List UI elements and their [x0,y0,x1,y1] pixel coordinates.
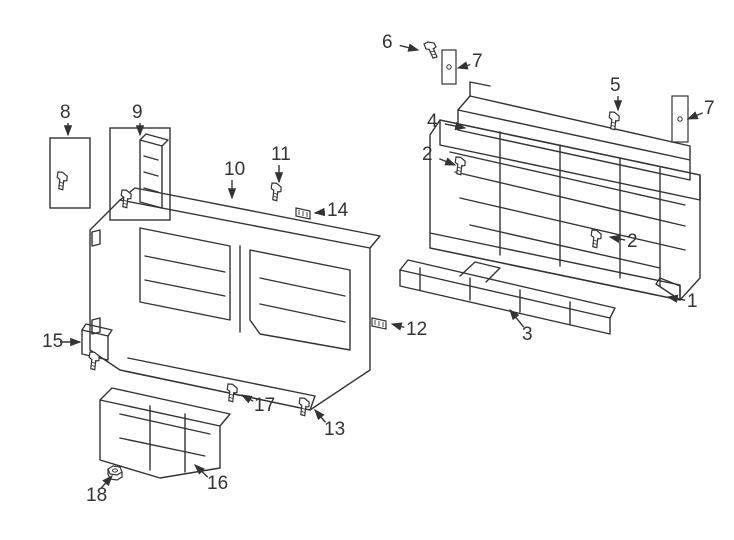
callout-label: 2 [627,232,638,251]
parts-layer [0,0,734,540]
bolt [424,42,437,58]
bolt [51,170,70,190]
callout-label: 3 [522,325,533,344]
bolt [265,181,284,201]
part-grille-panel [90,188,380,410]
callout-label: 5 [610,76,621,95]
callout-arrow [195,465,208,477]
callout-label: 8 [60,103,71,122]
callout-arrow [510,310,524,327]
hardware-layer [0,0,734,540]
clip [372,318,386,329]
callout-number: 12 [406,320,427,339]
callout-number: 1 [687,292,698,311]
callout-number: 7 [472,52,483,71]
callout-arrow [400,45,418,50]
callout-number: 15 [42,332,63,351]
callout-number: 6 [382,33,393,52]
callout-number: 3 [522,325,533,344]
callout-label: 6 [382,33,393,52]
callout-arrow [668,297,685,300]
callout-arrow [439,159,455,165]
callout-label: 9 [132,103,143,122]
callout-arrows [0,0,734,540]
bolt [115,188,134,208]
bolt [449,155,468,175]
callout-label: 15 [42,332,63,351]
callout-arrow [242,395,253,401]
bolt [293,396,312,416]
callout-label: 4 [427,112,438,131]
callout-number: 2 [422,145,433,164]
callout-label: 2 [422,145,433,164]
spacer-block [672,96,688,142]
part-upper-panel [430,120,700,300]
callout-arrow [315,410,326,422]
callout-label: 17 [254,396,275,415]
callout-arrow [688,113,703,119]
callout-label: 13 [324,420,345,439]
callout-arrow [610,237,625,240]
callout-arrow [101,476,112,489]
callout-label: 7 [472,52,483,71]
callout-arrow [392,324,404,327]
callout-label: 14 [327,201,348,220]
part-bracket-9 [140,134,168,208]
callout-number: 13 [324,420,345,439]
bolt [585,228,604,248]
part-bracket-15 [82,324,112,360]
callout-number: 2 [627,232,638,251]
bolt [603,110,622,130]
part-air-deflector [100,388,230,478]
callout-number: 7 [704,99,715,118]
callout-number: 9 [132,103,143,122]
bolt [83,350,102,370]
callout-arrow [445,124,465,128]
callout-arrow [458,65,470,68]
detail-box [50,138,90,208]
box-frames [0,0,734,540]
part-sight-shield [458,82,690,180]
callout-label: 18 [86,486,107,505]
callout-label: 16 [207,474,228,493]
callout-number: 8 [60,103,71,122]
callout-arrow [315,212,325,213]
callout-label: 7 [704,99,715,118]
detail-box [110,128,170,220]
callout-label: 10 [224,160,245,179]
callout-label: 12 [406,320,427,339]
callout-number: 10 [224,160,245,179]
callout-number: 18 [86,486,107,505]
callout-number: 17 [254,396,275,415]
nut [108,466,122,480]
callout-number: 14 [327,201,348,220]
callout-label: 11 [271,145,291,164]
spacer-block [442,50,456,84]
clip [296,208,310,219]
bolt [221,382,240,402]
part-lower-crossbar [400,260,615,334]
callout-number: 11 [271,145,291,164]
callout-number: 16 [207,474,228,493]
callout-number: 5 [610,76,621,95]
callout-number: 4 [427,112,438,131]
callout-label: 1 [687,292,698,311]
